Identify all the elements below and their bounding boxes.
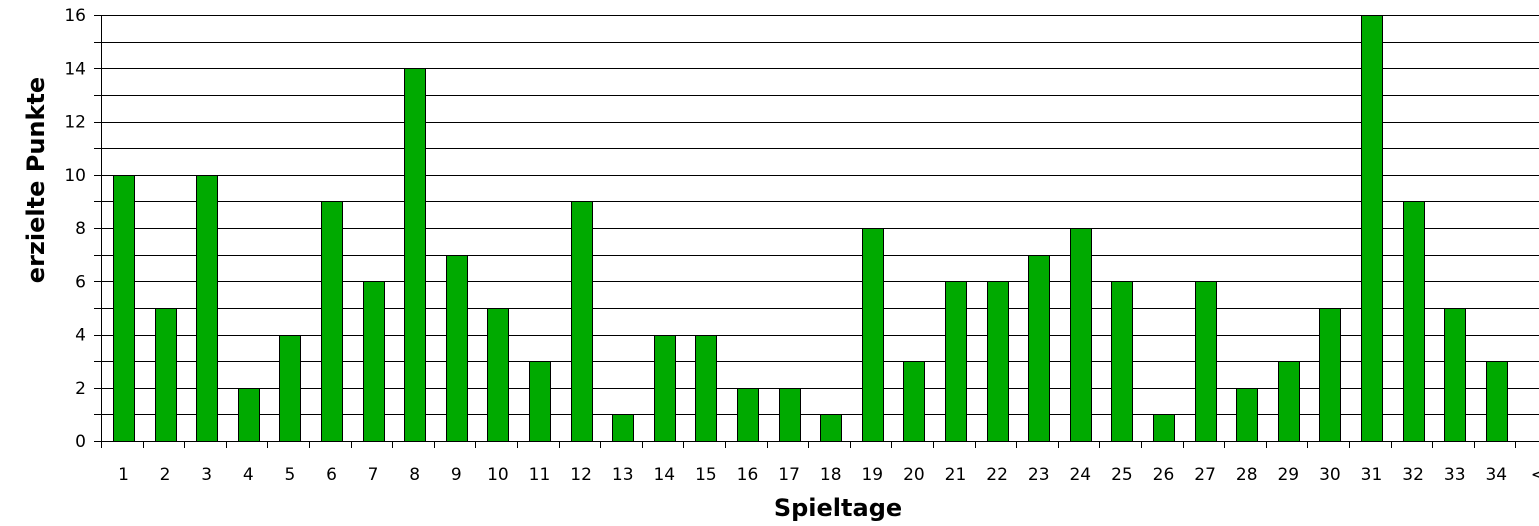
y-tick-label: 16 — [64, 6, 86, 26]
bar-15 — [695, 335, 717, 442]
x-tick-label: 20 — [903, 465, 925, 485]
x-tick-label: 7 — [368, 465, 379, 485]
bar-19 — [862, 228, 884, 442]
x-tick-label: 22 — [986, 465, 1008, 485]
x-tick-label: 25 — [1111, 465, 1133, 485]
y-tick-label: 6 — [75, 272, 86, 292]
x-tick-label: 9 — [451, 465, 462, 485]
bar-29 — [1278, 361, 1300, 442]
y-tick-label: 0 — [75, 432, 86, 452]
x-tick-label: 6 — [326, 465, 337, 485]
x-tick-label: 24 — [1069, 465, 1091, 485]
bar-4 — [238, 388, 260, 442]
x-tick-label: 17 — [778, 465, 800, 485]
x-tick-label: 14 — [653, 465, 675, 485]
x-tick-label: 5 — [284, 465, 295, 485]
x-tick-label: 23 — [1028, 465, 1050, 485]
bar-25 — [1111, 281, 1133, 442]
bar-9 — [446, 255, 468, 442]
bar-13 — [612, 414, 634, 442]
x-tick-label: 11 — [529, 465, 551, 485]
x-tick-label: 10 — [487, 465, 509, 485]
y-tick-label: 4 — [75, 326, 86, 346]
bar-1 — [113, 175, 135, 442]
bar-22 — [987, 281, 1009, 442]
x-tick-label: 19 — [861, 465, 883, 485]
x-tick-label: 2 — [160, 465, 171, 485]
bar-12 — [571, 201, 593, 442]
bar-24 — [1070, 228, 1092, 442]
bar-27 — [1195, 281, 1217, 442]
y-tick-labels: 0 2 4 6 8 10 12 14 16 — [64, 6, 86, 452]
x-tick-label: 3 — [201, 465, 212, 485]
y-axis-title: erzielte Punkte — [22, 77, 50, 283]
bar-10 — [487, 308, 509, 442]
bar-31 — [1361, 15, 1383, 442]
x-tick-label: 8 — [409, 465, 420, 485]
x-tick-label: 4 — [243, 465, 254, 485]
x-tick-label: 15 — [695, 465, 717, 485]
x-tick-label: 21 — [945, 465, 967, 485]
bar-7 — [363, 281, 385, 442]
x-tick-label: 31 — [1361, 465, 1383, 485]
x-tick-label: 29 — [1277, 465, 1299, 485]
x-tick-label: 26 — [1153, 465, 1175, 485]
bar-6 — [321, 201, 343, 442]
bar-21 — [945, 281, 967, 442]
x-tick-label: 32 — [1402, 465, 1424, 485]
bar-3 — [196, 175, 218, 442]
bar-2 — [155, 308, 177, 442]
x-tick-label: 12 — [570, 465, 592, 485]
bar-32 — [1403, 201, 1425, 442]
y-tick-label: 12 — [64, 113, 86, 133]
axes — [94, 15, 1539, 448]
x-axis-title: Spieltage — [774, 494, 902, 522]
x-tick-label: 27 — [1194, 465, 1216, 485]
y-tick-label: 8 — [75, 219, 86, 239]
bar-16 — [737, 388, 759, 442]
bar-18 — [820, 414, 842, 442]
y-tick-label: 10 — [64, 166, 86, 186]
x-tick-label: 30 — [1319, 465, 1341, 485]
y-tick-label: 2 — [75, 379, 86, 399]
x-tick-label: < — [1531, 465, 1539, 485]
x-tick-label: 34 — [1485, 465, 1507, 485]
x-tick-label: 33 — [1444, 465, 1466, 485]
bar-17 — [779, 388, 801, 442]
x-tick-label: 18 — [820, 465, 842, 485]
bar-8 — [404, 68, 426, 442]
bar-34 — [1486, 361, 1508, 442]
bar-30 — [1319, 308, 1341, 442]
bar-5 — [279, 335, 301, 442]
bar-26 — [1153, 414, 1175, 442]
bars — [113, 15, 1508, 442]
bar-11 — [529, 361, 551, 442]
bar-23 — [1028, 255, 1050, 442]
x-tick-labels: 1 2 3 4 5 6 7 8 9 10 11 12 13 14 15 16 17 18 19 20 21 22 23 24 2… — [118, 465, 1539, 485]
x-tick-label: 16 — [737, 465, 759, 485]
bar-20 — [903, 361, 925, 442]
x-tick-label: 28 — [1236, 465, 1258, 485]
y-tick-label: 14 — [64, 59, 86, 79]
x-tick-label: 13 — [612, 465, 634, 485]
bar-14 — [654, 335, 676, 442]
bar-28 — [1236, 388, 1258, 442]
x-tick-label: 1 — [118, 465, 129, 485]
bar-33 — [1444, 308, 1466, 442]
